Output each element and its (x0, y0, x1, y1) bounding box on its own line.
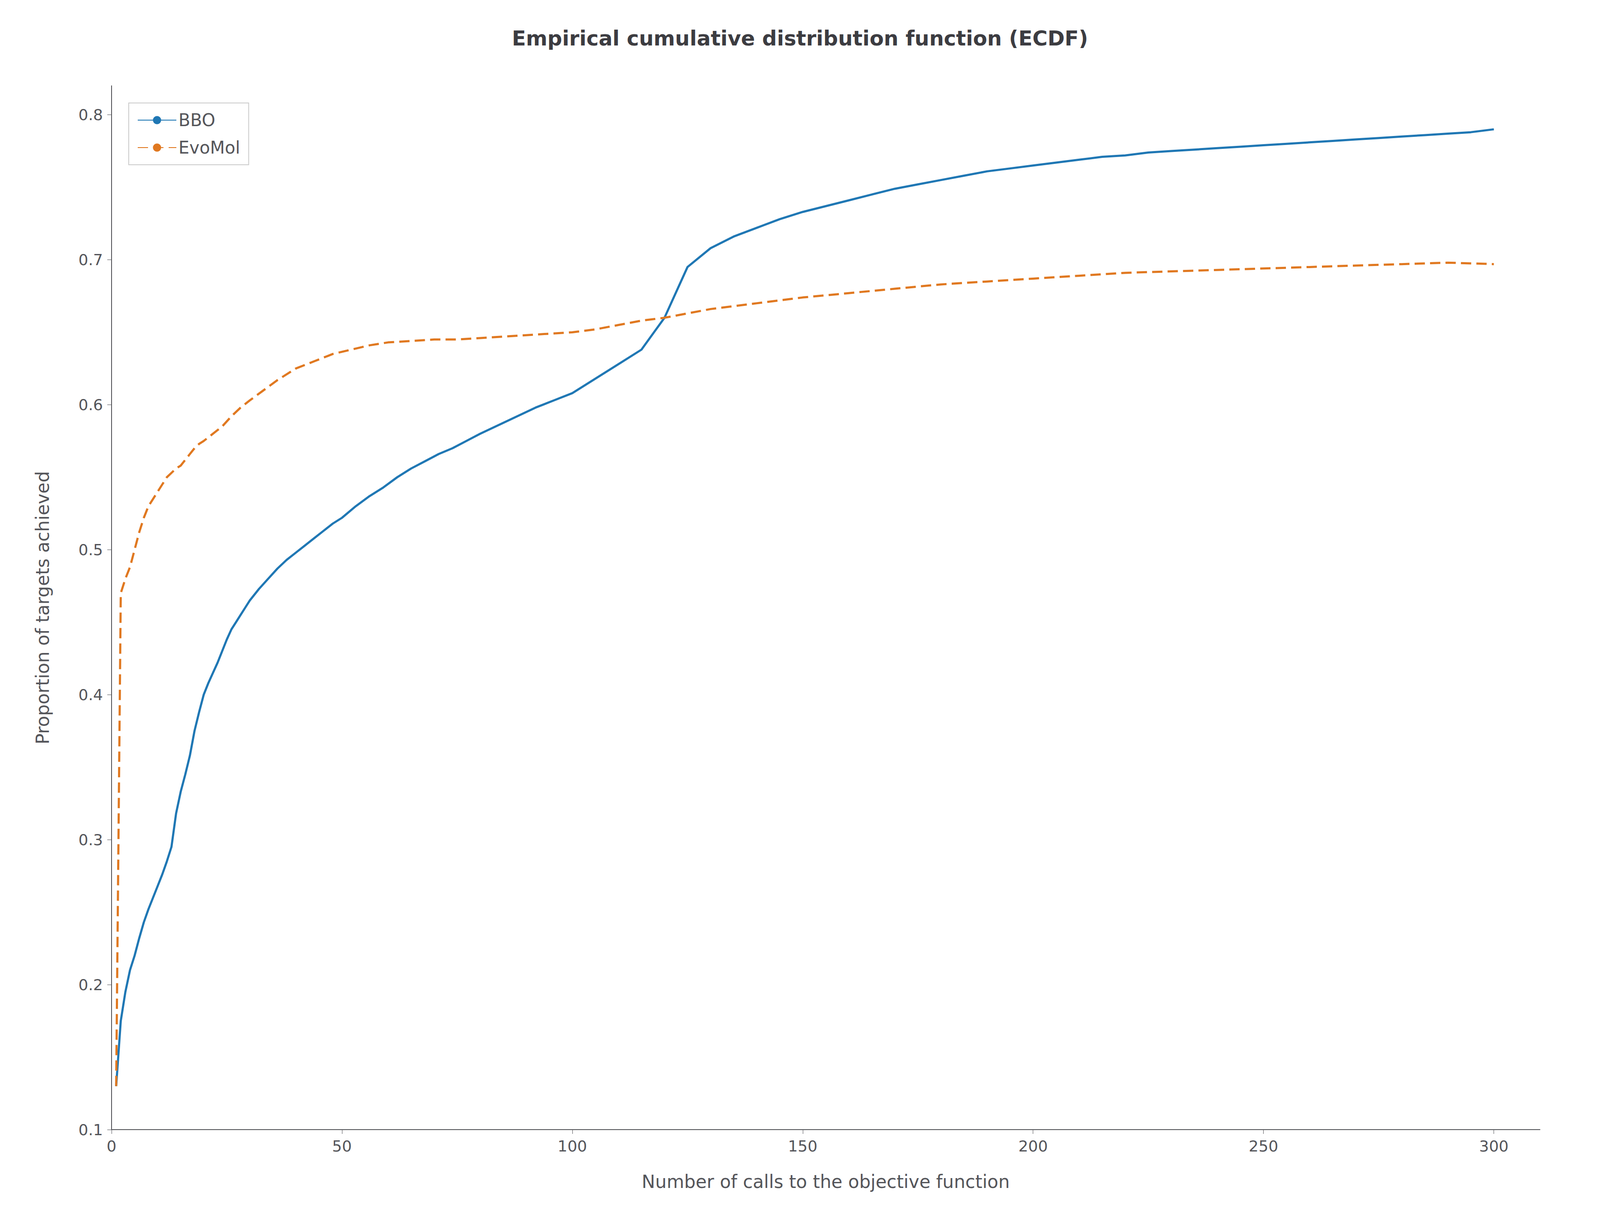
svg-text:300: 300 (1479, 1137, 1509, 1156)
svg-text:0: 0 (106, 1137, 117, 1156)
svg-text:BBO: BBO (178, 110, 216, 131)
svg-text:Number of calls to the objecti: Number of calls to the objective functio… (641, 1171, 1011, 1193)
svg-text:0.4: 0.4 (78, 686, 103, 704)
svg-text:0.1: 0.1 (78, 1121, 103, 1139)
svg-text:0.8: 0.8 (78, 105, 103, 124)
svg-text:150: 150 (787, 1137, 818, 1156)
svg-text:Proportion of targets achieved: Proportion of targets achieved (32, 471, 54, 745)
svg-text:250: 250 (1248, 1137, 1279, 1156)
svg-text:0.5: 0.5 (78, 541, 103, 559)
svg-text:0.3: 0.3 (78, 831, 103, 849)
svg-text:100: 100 (557, 1137, 588, 1156)
svg-text:50: 50 (332, 1137, 352, 1156)
svg-text:0.2: 0.2 (78, 976, 103, 994)
svg-text:Empirical cumulative distribut: Empirical cumulative distribution functi… (511, 26, 1089, 51)
svg-text:EvoMol: EvoMol (178, 137, 241, 158)
svg-text:200: 200 (1018, 1137, 1048, 1156)
svg-text:0.6: 0.6 (78, 396, 103, 414)
svg-text:0.7: 0.7 (78, 251, 103, 269)
